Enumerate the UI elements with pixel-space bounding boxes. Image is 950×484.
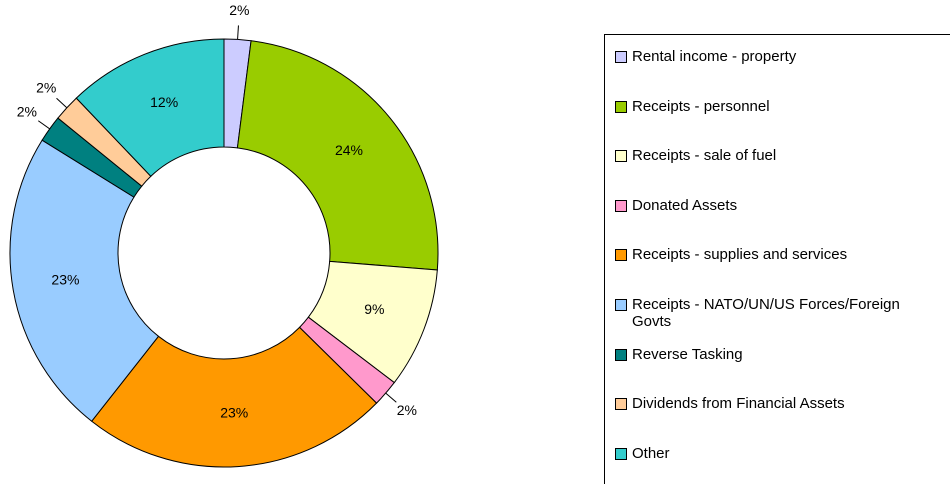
legend-item: Rental income - property — [615, 48, 933, 65]
legend-swatch — [615, 51, 627, 63]
legend-item: Reverse Tasking — [615, 346, 933, 363]
legend-item: Donated Assets — [615, 197, 933, 214]
legend-label: Reverse Tasking — [632, 345, 743, 363]
data-label: 12% — [150, 94, 178, 110]
legend-item: Receipts - sale of fuel — [615, 147, 933, 164]
chart: 2% 24% 9% 2% 23% 23% 2% 2% 12% — [9, 2, 439, 468]
legend-item: Receipts - NATO/UN/US Forces/Foreign Gov… — [615, 296, 933, 330]
legend-item: Dividends from Financial Assets — [615, 395, 933, 412]
legend-swatch — [615, 447, 627, 460]
legend-label: Receipts - sale of fuel — [632, 147, 777, 165]
legend-item: Other — [615, 445, 933, 462]
donut-slice — [75, 38, 225, 177]
legend: Rental income - property Receipts - perso… — [604, 34, 950, 484]
legend-item: Receipts - supplies and services — [615, 246, 933, 263]
data-label: 2% — [397, 402, 417, 418]
legend-swatch — [615, 398, 627, 411]
legend-label: Donated Assets — [632, 196, 738, 214]
data-label: 2% — [229, 2, 249, 18]
donut-slice — [9, 139, 160, 422]
legend-label: Receipts - supplies and services — [632, 246, 848, 264]
data-label: 2% — [17, 103, 37, 119]
donut-slice — [91, 326, 378, 468]
legend-swatch — [615, 249, 627, 262]
data-label: 2% — [36, 80, 56, 96]
legend-swatch — [615, 348, 627, 361]
donut-slice — [236, 40, 439, 271]
data-label: 23% — [51, 272, 79, 288]
data-label: 9% — [364, 301, 384, 317]
leader-line — [237, 25, 239, 40]
legend-label: Receipts - personnel — [632, 97, 770, 115]
legend-label: Other — [632, 444, 670, 462]
legend-label: Dividends from Financial Assets — [632, 395, 845, 413]
data-label: 24% — [335, 142, 363, 158]
legend-swatch — [615, 299, 627, 311]
leader-line — [385, 392, 397, 403]
data-label: 23% — [220, 404, 248, 420]
legend-label: Receipts - NATO/UN/US Forces/Foreign Gov… — [632, 296, 900, 330]
legend-label: Rental income - property — [632, 48, 797, 65]
leader-line — [37, 120, 50, 130]
leader-line — [56, 97, 68, 109]
legend-swatch — [615, 150, 627, 163]
legend-item: Receipts - personnel — [615, 98, 933, 115]
legend-swatch — [615, 100, 627, 113]
legend-swatch — [615, 199, 627, 212]
